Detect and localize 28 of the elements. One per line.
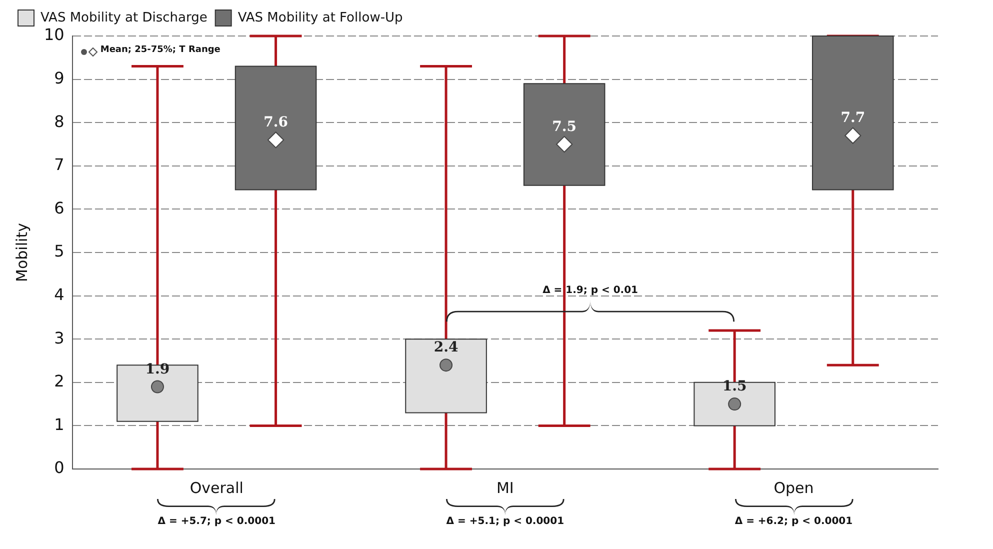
y-tick-label: 4 (54, 284, 64, 304)
y-axis-title: Mobility (12, 222, 31, 282)
text: 7.6 (264, 114, 288, 131)
y-tick-label: 9 (54, 68, 64, 88)
y-tick-label: 8 (54, 112, 64, 131)
y-tick-label: 1 (54, 414, 64, 434)
text: Δ = +6.2; p < 0.0001 (734, 516, 853, 527)
x-tick-label: Open (774, 478, 814, 497)
text: 2.4 (434, 340, 458, 356)
y-tick-label: 0 (54, 458, 64, 478)
y-tick-label: 3 (54, 328, 64, 348)
y-tick-label: 7 (54, 155, 64, 174)
text: Δ = +5.7; p < 0.0001 (158, 516, 276, 527)
legend-label: VAS Mobility at Follow-Up (238, 10, 403, 26)
legend-label: VAS Mobility at Discharge (40, 10, 208, 26)
annotation: Mean; 25-75%; T Range (100, 45, 220, 55)
x-tick-label: MI (496, 478, 514, 497)
text: 7.5 (552, 118, 577, 135)
text: 7.7 (840, 110, 866, 126)
y-tick-label: 10 (44, 25, 64, 44)
y-tick-label: 2 (54, 372, 64, 391)
text: 1.9 (145, 361, 170, 378)
y-tick-label: 5 (54, 242, 64, 261)
y-tick-label: 6 (54, 198, 64, 218)
text: 1.5 (722, 378, 747, 395)
x-tick-label: Overall (190, 478, 244, 497)
annotation: Δ = 1.9; p < 0.01 (542, 285, 638, 296)
text: Δ = +5.1; p < 0.0001 (446, 516, 564, 527)
